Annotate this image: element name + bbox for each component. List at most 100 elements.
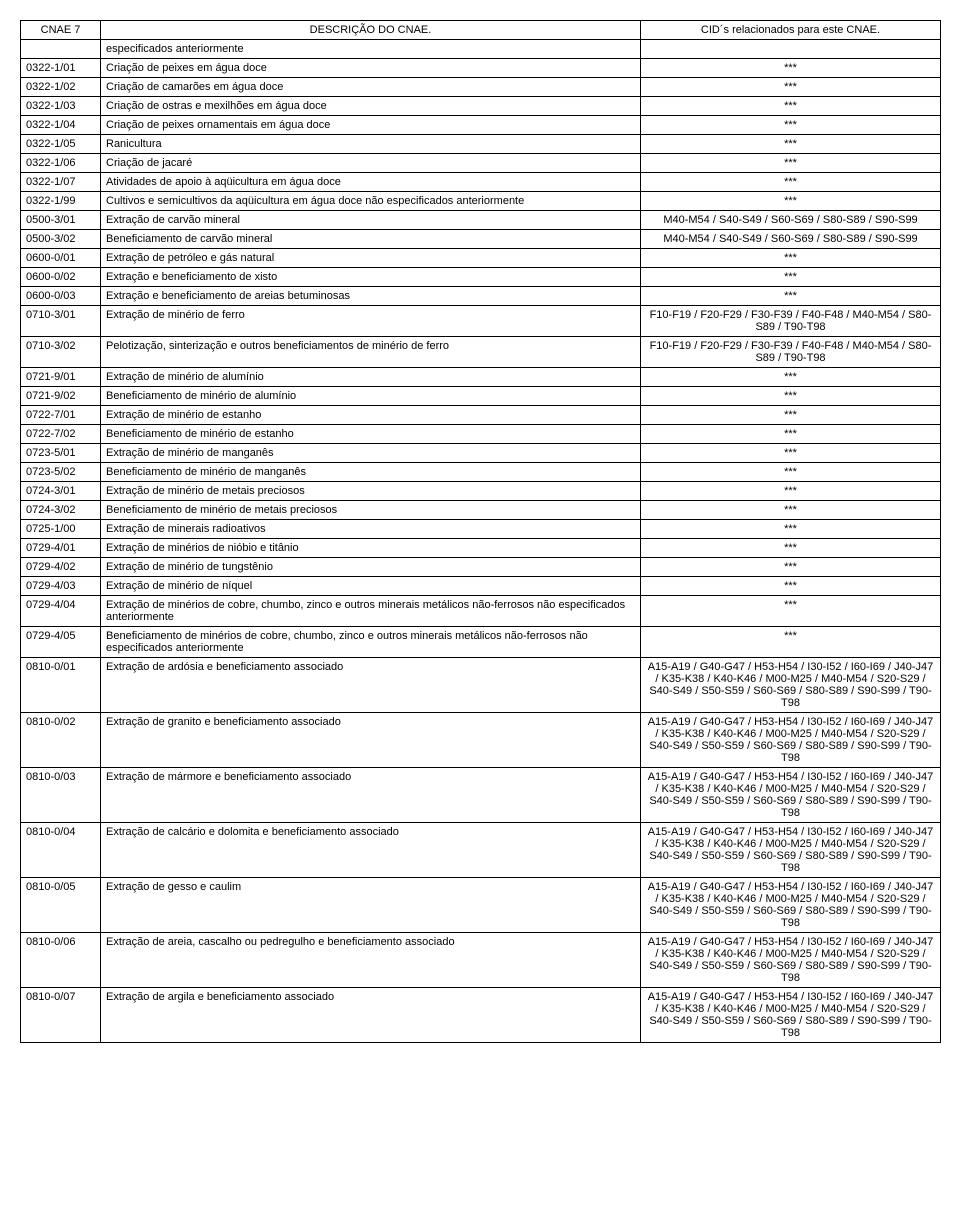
cell-description: Extração de granito e beneficiamento ass… [101,713,641,768]
cell-description: Extração de minério de tungstênio [101,558,641,577]
cell-description: Criação de camarões em água doce [101,78,641,97]
cell-cid: *** [641,59,941,78]
table-row: especificados anteriormente [21,40,941,59]
cell-description: Extração de minério de alumínio [101,368,641,387]
cell-cid: *** [641,78,941,97]
cell-cid: *** [641,387,941,406]
cell-description: Extração de minério de estanho [101,406,641,425]
table-row: 0322-1/04Criação de peixes ornamentais e… [21,116,941,135]
cell-description: Beneficiamento de carvão mineral [101,230,641,249]
cell-cid: *** [641,192,941,211]
header-cnae: CNAE 7 [21,21,101,40]
table-row: 0810-0/07Extração de argila e beneficiam… [21,988,941,1043]
cell-cid: A15-A19 / G40-G47 / H53-H54 / I30-I52 / … [641,658,941,713]
cell-cid: F10-F19 / F20-F29 / F30-F39 / F40-F48 / … [641,306,941,337]
table-row: 0322-1/06Criação de jacaré*** [21,154,941,173]
cell-cnae-code: 0721-9/01 [21,368,101,387]
cell-cid: *** [641,97,941,116]
cell-description: Extração de areia, cascalho ou pedregulh… [101,933,641,988]
cell-cid: *** [641,444,941,463]
cell-cid: A15-A19 / G40-G47 / H53-H54 / I30-I52 / … [641,823,941,878]
cell-cnae-code: 0725-1/00 [21,520,101,539]
cell-description: especificados anteriormente [101,40,641,59]
table-row: 0322-1/99Cultivos e semicultivos da aqüi… [21,192,941,211]
cell-cnae-code: 0600-0/02 [21,268,101,287]
cell-description: Beneficiamento de minério de estanho [101,425,641,444]
table-row: 0721-9/01Extração de minério de alumínio… [21,368,941,387]
table-row: 0322-1/03Criação de ostras e mexilhões e… [21,97,941,116]
cell-cnae-code: 0322-1/99 [21,192,101,211]
cell-cid: A15-A19 / G40-G47 / H53-H54 / I30-I52 / … [641,988,941,1043]
table-row: 0322-1/05Ranicultura*** [21,135,941,154]
cell-cid: *** [641,368,941,387]
cell-description: Extração de carvão mineral [101,211,641,230]
table-row: 0600-0/03Extração e beneficiamento de ar… [21,287,941,306]
cell-description: Cultivos e semicultivos da aqüicultura e… [101,192,641,211]
cell-cnae-code: 0500-3/01 [21,211,101,230]
cell-cnae-code: 0322-1/04 [21,116,101,135]
cell-cid: *** [641,249,941,268]
cell-cnae-code: 0722-7/02 [21,425,101,444]
cell-description: Extração de mármore e beneficiamento ass… [101,768,641,823]
cell-description: Extração de minérios de nióbio e titânio [101,539,641,558]
cell-cid: M40-M54 / S40-S49 / S60-S69 / S80-S89 / … [641,211,941,230]
table-row: 0729-4/04Extração de minérios de cobre, … [21,596,941,627]
cell-cid: A15-A19 / G40-G47 / H53-H54 / I30-I52 / … [641,933,941,988]
header-desc: DESCRIÇÃO DO CNAE. [101,21,641,40]
cell-cid: *** [641,287,941,306]
cnae-table: CNAE 7 DESCRIÇÃO DO CNAE. CID´s relacion… [20,20,941,1043]
cell-description: Extração e beneficiamento de xisto [101,268,641,287]
table-row: 0810-0/04Extração de calcário e dolomita… [21,823,941,878]
header-cid: CID´s relacionados para este CNAE. [641,21,941,40]
cell-description: Criação de peixes ornamentais em água do… [101,116,641,135]
cell-cnae-code: 0721-9/02 [21,387,101,406]
cell-description: Criação de ostras e mexilhões em água do… [101,97,641,116]
cell-cnae-code: 0500-3/02 [21,230,101,249]
cell-description: Beneficiamento de minério de metais prec… [101,501,641,520]
table-row: 0724-3/02Beneficiamento de minério de me… [21,501,941,520]
cell-cid: *** [641,501,941,520]
table-row: 0729-4/02Extração de minério de tungstên… [21,558,941,577]
cell-cnae-code: 0710-3/02 [21,337,101,368]
cell-cid: *** [641,406,941,425]
table-row: 0723-5/01Extração de minério de manganês… [21,444,941,463]
cell-description: Extração de gesso e caulim [101,878,641,933]
cell-description: Extração de minerais radioativos [101,520,641,539]
table-row: 0600-0/01Extração de petróleo e gás natu… [21,249,941,268]
cell-description: Extração de minério de níquel [101,577,641,596]
table-row: 0729-4/01Extração de minérios de nióbio … [21,539,941,558]
table-row: 0721-9/02Beneficiamento de minério de al… [21,387,941,406]
cell-cnae-code: 0724-3/01 [21,482,101,501]
cell-description: Beneficiamento de minério de alumínio [101,387,641,406]
table-row: 0710-3/02Pelotização, sinterização e out… [21,337,941,368]
cell-cnae-code [21,40,101,59]
cell-description: Extração de petróleo e gás natural [101,249,641,268]
table-row: 0322-1/01Criação de peixes em água doce*… [21,59,941,78]
cell-description: Extração de ardósia e beneficiamento ass… [101,658,641,713]
cell-cnae-code: 0729-4/02 [21,558,101,577]
table-row: 0322-1/02Criação de camarões em água doc… [21,78,941,97]
cell-cid: *** [641,539,941,558]
cell-cnae-code: 0729-4/01 [21,539,101,558]
cell-cid: *** [641,596,941,627]
cell-cid: *** [641,558,941,577]
cell-cid: F10-F19 / F20-F29 / F30-F39 / F40-F48 / … [641,337,941,368]
cell-cnae-code: 0810-0/03 [21,768,101,823]
table-row: 0710-3/01Extração de minério de ferroF10… [21,306,941,337]
cell-cid: *** [641,463,941,482]
cell-description: Ranicultura [101,135,641,154]
table-row: 0722-7/01Extração de minério de estanho*… [21,406,941,425]
cell-cnae-code: 0322-1/01 [21,59,101,78]
cell-cnae-code: 0729-4/03 [21,577,101,596]
cell-description: Extração de minério de manganês [101,444,641,463]
cell-cnae-code: 0810-0/01 [21,658,101,713]
cell-cid: *** [641,154,941,173]
cell-cid: *** [641,135,941,154]
cell-cnae-code: 0710-3/01 [21,306,101,337]
table-row: 0810-0/03Extração de mármore e beneficia… [21,768,941,823]
table-row: 0322-1/07Atividades de apoio à aqüicultu… [21,173,941,192]
table-row: 0722-7/02Beneficiamento de minério de es… [21,425,941,444]
cell-description: Extração e beneficiamento de areias betu… [101,287,641,306]
cell-cid: *** [641,268,941,287]
cell-cnae-code: 0729-4/04 [21,596,101,627]
